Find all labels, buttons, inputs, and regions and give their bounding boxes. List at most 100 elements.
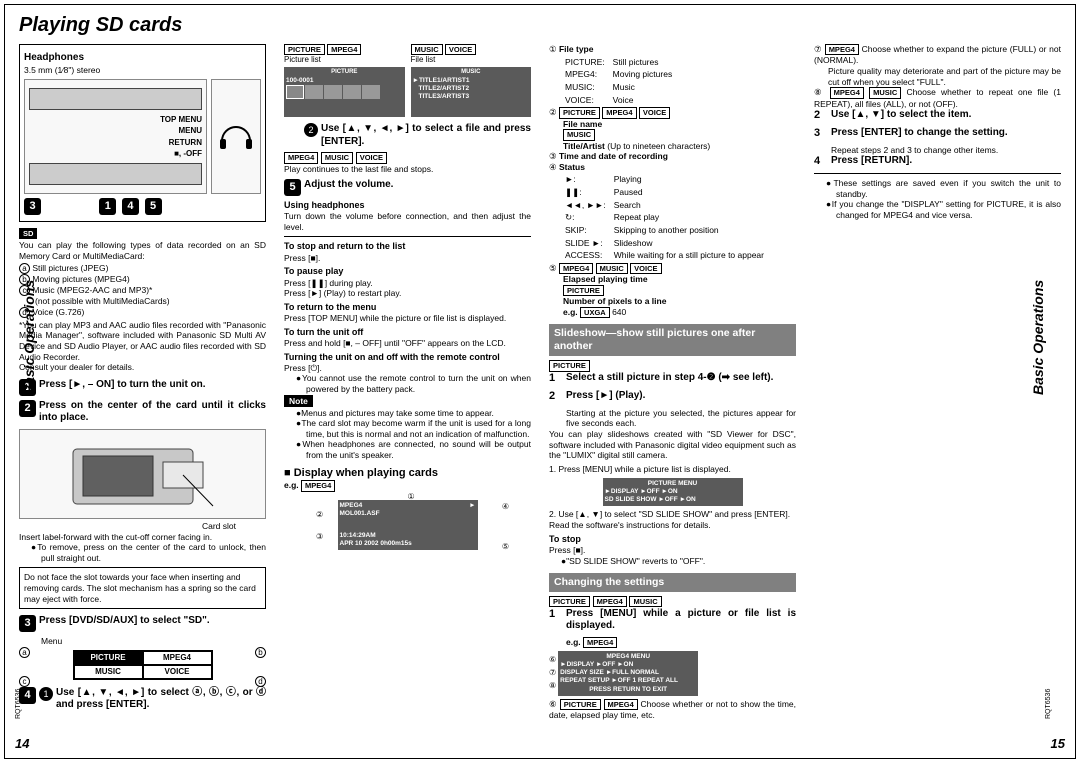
- headphones-box: Headphones 3.5 mm (1⁄8") stereo TOP MENU…: [19, 44, 266, 222]
- tag-mpeg4: MPEG4: [327, 44, 361, 55]
- note-3: ●When headphones are connected, no sound…: [296, 439, 531, 460]
- to-pause-b2: Press [►] (Play) to restart play.: [284, 288, 531, 299]
- to-stop-list-body: Press [■].: [284, 253, 531, 264]
- ref-1: 1: [99, 198, 116, 215]
- label-menu: MENU: [178, 126, 202, 135]
- ref-4: 4: [122, 198, 139, 215]
- tag-music: MUSIC: [411, 44, 443, 55]
- step-2-badge: 2: [19, 400, 36, 417]
- display-header: ■ Display when playing cards: [284, 467, 531, 481]
- content-columns: Headphones 3.5 mm (1⁄8") stereo TOP MENU…: [19, 44, 1061, 724]
- mpeg4-menu-lcd: MPEG4 MENU ►DISPLAY ►OFF ►ON DISPLAY SIZ…: [558, 651, 698, 696]
- substep-2: 2: [304, 123, 318, 137]
- d4-title: Status: [559, 162, 585, 172]
- step-3: Press [DVD/SD/AUX] to select "SD".: [39, 615, 266, 628]
- slide-read: Read the software's instructions for det…: [549, 520, 796, 531]
- menu-music: MUSIC: [74, 665, 143, 679]
- chg-step-3: Press [ENTER] to change the setting.: [831, 127, 1061, 140]
- to-off: To turn the unit off: [284, 327, 531, 338]
- step-1: Press [►, – ON] to turn the unit on.: [39, 379, 266, 392]
- menu-grid-wrap: ac PICTURE MPEG4 MUSIC VOICE bd: [19, 647, 266, 687]
- doc-id-left: RQT6536: [15, 689, 24, 719]
- slide-intro: You can play slideshows created with "SD…: [549, 429, 796, 461]
- eg-label: e.g.: [284, 480, 299, 490]
- chg-step-1: Press [MENU] while a picture or file lis…: [566, 608, 796, 633]
- card-slot-illustration: [19, 429, 266, 519]
- d2-title: File name: [563, 119, 602, 129]
- ref-5: 5: [145, 198, 162, 215]
- cfoot-1: ●These settings are saved even if you sw…: [826, 178, 1061, 199]
- c2-num: 2: [814, 109, 831, 123]
- s1-num: 1: [549, 372, 566, 386]
- side-label-left: Basic Operations: [21, 280, 39, 395]
- chg-tags: PICTURE MPEG4 MUSIC: [549, 596, 796, 608]
- to-pause: To pause play: [284, 266, 531, 277]
- label-return: RETURN: [169, 138, 202, 147]
- side-label-right: Basic Operations: [1030, 280, 1048, 395]
- manual-page: Playing SD cards Basic Operations Basic …: [4, 4, 1076, 759]
- opt-6: ⑥ PICTURE MPEG4 Choose whether or not to…: [549, 699, 796, 721]
- d5-title: Elapsed playing time: [563, 274, 648, 284]
- to-stop-b1: Press [■].: [549, 545, 796, 556]
- remove-card: ●To remove, press on the center of the c…: [31, 542, 266, 563]
- opt-7b: Picture quality may deteriorate and part…: [828, 66, 1061, 87]
- slide-step1-line: 1. Press [MENU] while a picture list is …: [549, 464, 796, 475]
- step-3-badge: 3: [19, 615, 36, 632]
- to-return-menu: To return to the menu: [284, 302, 531, 313]
- d1-title: File type: [559, 44, 593, 54]
- d3-title: Time and date of recording: [559, 151, 668, 161]
- sd-intro: You can play the following types of data…: [19, 240, 266, 261]
- headphones-title: Headphones: [24, 52, 261, 65]
- menu-voice: VOICE: [143, 665, 212, 679]
- consult-dealer: Consult your dealer for details.: [19, 362, 266, 373]
- label-off: ■, -OFF: [174, 149, 202, 158]
- slideshow-bar: Slideshow—show still pictures one after …: [549, 324, 796, 356]
- label-top-menu: TOP MENU: [160, 115, 202, 124]
- title-artist: Title/Artist: [563, 141, 605, 151]
- to-stop: To stop: [549, 534, 796, 545]
- type-a: Still pictures (JPEG): [32, 263, 108, 273]
- tag-row-4b: MPEG4 MUSIC VOICE: [284, 152, 531, 164]
- c3-num: 3: [814, 127, 831, 141]
- note-header: Note: [284, 395, 531, 408]
- remote-b2: ●You cannot use the remote control to tu…: [296, 373, 531, 394]
- note-tag: Note: [284, 395, 313, 408]
- remote-hdr: Turning the unit on and off with the rem…: [284, 352, 531, 363]
- slide-step-1: Select a still picture in step 4-❷ (➡ se…: [566, 372, 796, 385]
- note-1: ●Menus and pictures may take some time t…: [296, 408, 531, 419]
- insert-note: Insert label-forward with the cut-off co…: [19, 532, 266, 543]
- lcd-sample: MPEG4► MOL001.ASF 10:14:29AM APR 10 2002…: [338, 500, 478, 551]
- card-slot-label: Card slot: [19, 521, 266, 532]
- c4-num: 4: [814, 155, 831, 169]
- play-continues: Play continues to the last file and stop…: [284, 164, 531, 175]
- tag-voice: VOICE: [445, 44, 476, 55]
- headphones-spec: 3.5 mm (1⁄8") stereo: [24, 65, 261, 76]
- warning-box: Do not face the slot towards your face w…: [19, 567, 266, 609]
- remote-b1: Press [⏻].: [284, 363, 531, 374]
- step-4b: Use [▲, ▼, ◄, ►] to select a file and pr…: [321, 123, 531, 148]
- mpeg4-menu-wrap: ⑥⑦⑧ MPEG4 MENU ►DISPLAY ►OFF ►ON DISPLAY…: [549, 648, 796, 699]
- type-b: Moving pictures (MPEG4): [32, 274, 129, 284]
- tag-uxga: UXGA: [580, 307, 610, 318]
- cfoot-2: ●If you change the "DISPLAY" setting for…: [826, 199, 1061, 220]
- to-off-body: Press and hold [■, – OFF] until "OFF" ap…: [284, 338, 531, 349]
- lcd-time: 10:14:29AM: [340, 532, 476, 540]
- doc-id-right: RQT6536: [1045, 689, 1054, 719]
- chg-step-3b: Repeat steps 2 and 3 to change other ite…: [831, 145, 1061, 156]
- display-details: ① File type PICTURE:Still pictures MPEG4…: [549, 44, 796, 318]
- s2-num: 2: [549, 390, 566, 404]
- lcd-sample-wrap: MPEG4► MOL001.ASF 10:14:29AM APR 10 2002…: [284, 500, 531, 551]
- menu-label: Menu: [41, 636, 266, 647]
- list-previews: PICTURE MPEG4 Picture list PICTURE 100-0…: [284, 44, 531, 119]
- menu-grid: PICTURE MPEG4 MUSIC VOICE: [73, 650, 213, 680]
- tag-picture: PICTURE: [284, 44, 325, 55]
- chg-step-4: Press [RETURN].: [831, 155, 1061, 168]
- eg-mpeg4: MPEG4: [301, 480, 335, 491]
- pic-list-hdr: Picture list: [284, 55, 321, 64]
- changing-settings-bar: Changing the settings: [549, 573, 796, 592]
- menu-picture: PICTURE: [74, 651, 143, 665]
- step-5: Adjust the volume.: [304, 179, 531, 192]
- type-c: Music (MPEG2-AAC and MP3)*: [32, 285, 152, 295]
- substep-1: 1: [39, 687, 53, 701]
- chg-step-2: Use [▲, ▼] to select the item.: [831, 109, 1061, 122]
